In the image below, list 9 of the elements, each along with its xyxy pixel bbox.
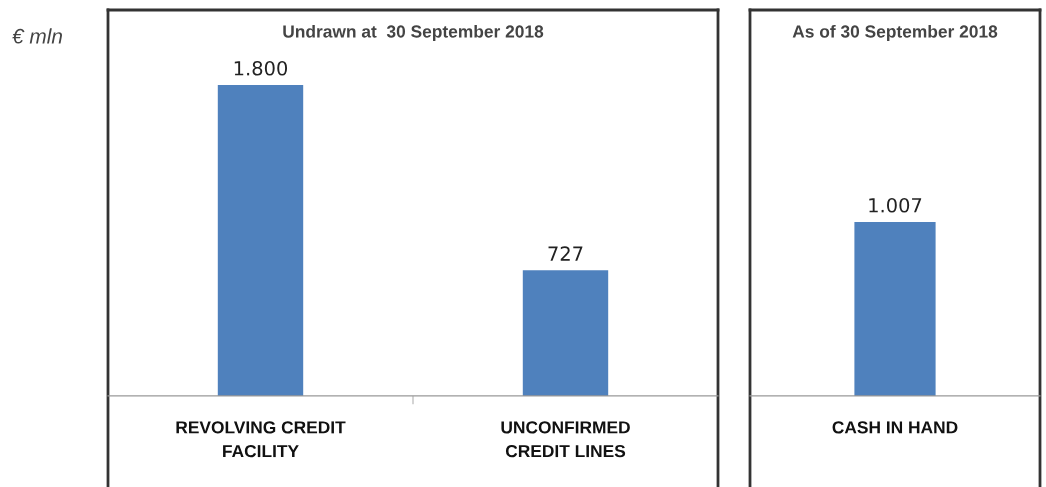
x-tick-label: UNCONFIRMED CREDIT LINES bbox=[501, 421, 630, 458]
data-label: 727 bbox=[548, 246, 583, 261]
data-label: 1.007 bbox=[869, 197, 922, 213]
x-tick-label: CASH IN HAND bbox=[832, 421, 958, 434]
x-tick-label: REVOLVING CREDIT FACILITY bbox=[176, 421, 346, 458]
text: Undrawn at 30 September 2018 bbox=[283, 24, 544, 42]
data-label: 1.800 bbox=[234, 60, 288, 76]
text: As of 30 September 2018 bbox=[792, 24, 998, 42]
y-axis-title: € mln bbox=[12, 28, 62, 44]
